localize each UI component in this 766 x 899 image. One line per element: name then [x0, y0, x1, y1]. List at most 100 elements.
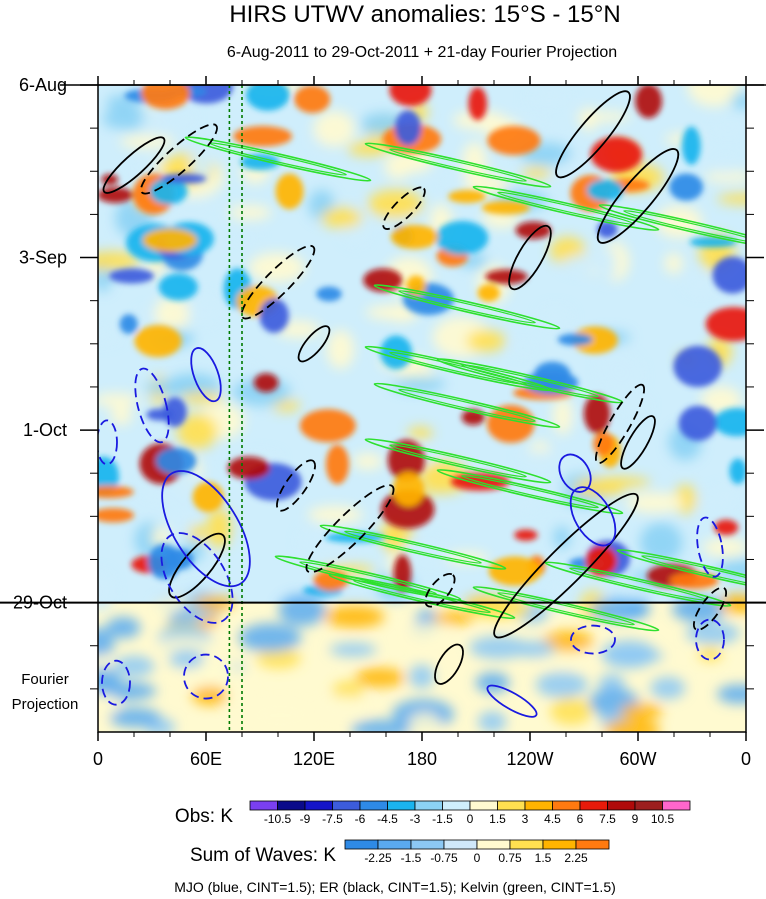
anomaly-patch	[141, 85, 191, 110]
anomaly-patch	[673, 345, 722, 388]
anomaly-patch	[639, 522, 683, 563]
projection-patch	[469, 635, 528, 660]
anomaly-patch	[597, 221, 618, 238]
kelvin-contour	[389, 444, 527, 478]
colorbar-cell	[414, 800, 443, 811]
colorbar-cell	[304, 800, 333, 811]
anomaly-patch	[705, 307, 746, 342]
er-contour	[508, 224, 552, 291]
projection-patch	[698, 646, 723, 662]
kelvin-contour	[616, 549, 746, 595]
er-contour	[140, 123, 218, 195]
anomaly-patch	[513, 341, 533, 354]
er-contour	[434, 643, 464, 685]
anomaly-patch	[590, 136, 643, 173]
colorbar-tick-label: -1.5	[432, 812, 453, 826]
projection-patch	[355, 667, 406, 688]
projection-patch	[407, 712, 442, 732]
anomaly-patch	[532, 476, 566, 504]
kelvin-contour	[623, 210, 746, 244]
mjo-contour	[183, 653, 229, 700]
anomaly-patch	[729, 458, 746, 484]
x-axis: 0 60E 120E 180 120W 60W 0	[93, 76, 751, 769]
anomaly-patch	[448, 189, 486, 203]
er-contour	[596, 148, 680, 244]
anomaly-patch	[98, 393, 140, 408]
projection-patch	[542, 630, 594, 653]
colorbar-cell	[377, 839, 412, 850]
anomaly-patch	[352, 453, 383, 470]
mjo-contour	[160, 532, 234, 624]
kelvin-contour	[184, 136, 372, 182]
anomaly-patch	[98, 330, 120, 344]
anomaly-patch	[389, 85, 432, 107]
anomaly-patch	[179, 392, 223, 404]
x-tick-label: 120W	[506, 749, 553, 769]
colorbar-cell	[575, 839, 610, 850]
er-contour	[102, 136, 166, 194]
anomaly-patch	[227, 456, 271, 480]
anomaly-layer-fine	[98, 85, 746, 597]
x-tick-label: 180	[407, 749, 437, 769]
projection-label-line2: Projection	[12, 696, 79, 713]
colorbar-cell	[469, 800, 498, 811]
anomaly-patch	[167, 515, 189, 554]
projection-patch	[113, 655, 155, 677]
anomaly-patch	[325, 444, 349, 485]
projection-patch	[153, 636, 217, 658]
anomaly-patch	[485, 269, 528, 285]
anomaly-patch	[593, 431, 614, 456]
colorbar-tick-label: -7.5	[322, 812, 343, 826]
er-contour	[620, 415, 656, 470]
y-tick-label: 6-Aug	[19, 75, 67, 95]
projection-patch	[600, 639, 657, 669]
anomaly-patch	[259, 298, 289, 333]
colorbar-cell	[277, 800, 306, 811]
projection-patch	[323, 605, 385, 628]
projection-patch	[238, 623, 302, 653]
colorbar-cell	[442, 800, 471, 811]
anomaly-patch	[717, 193, 746, 205]
anomaly-patch	[379, 524, 414, 542]
er-contour	[297, 325, 331, 363]
kelvin-contour	[461, 475, 599, 509]
anomaly-patch	[714, 408, 746, 437]
anomaly-patch	[635, 85, 663, 119]
er-contour	[305, 484, 395, 574]
colorbar-cell	[359, 800, 388, 811]
anomaly-patch	[110, 406, 133, 426]
projection-patch	[109, 707, 161, 728]
kelvin-contour	[472, 185, 660, 231]
projection-patch	[332, 680, 364, 702]
projection-patch	[256, 647, 301, 669]
mjo-contour	[190, 347, 222, 403]
mjo-contour	[134, 367, 170, 444]
anomaly-patch	[481, 200, 531, 215]
kelvin-contour	[436, 468, 624, 515]
colorbar-tick-label: 9	[632, 812, 639, 826]
anomaly-patch	[192, 294, 219, 326]
colorbar-tick-label: 4.5	[544, 812, 561, 826]
x-tick-label: 0	[741, 749, 751, 769]
anomaly-patch	[316, 286, 342, 302]
anomaly-patch	[363, 268, 403, 292]
anomaly-patch	[235, 233, 259, 244]
anomaly-patch	[598, 352, 635, 383]
x-tick-label: 120E	[293, 749, 335, 769]
kelvin-contour	[274, 555, 462, 601]
colorbar-tick-label: 1.5	[535, 851, 552, 865]
colorbar-tick-label: 0.75	[498, 851, 522, 865]
anomaly-patch	[299, 409, 356, 443]
projection-patch	[550, 697, 593, 726]
er-contour	[594, 383, 646, 465]
projection-patch	[98, 693, 119, 716]
anomaly-patch	[515, 221, 552, 240]
anomaly-patch	[162, 397, 187, 427]
er-contour	[276, 459, 316, 512]
anomaly-patch	[687, 85, 740, 107]
colorbar-tick-label: -2.25	[364, 851, 392, 865]
mjo-contour	[696, 516, 724, 578]
colorbar-cell	[579, 800, 608, 811]
mjo-contour	[98, 419, 118, 466]
